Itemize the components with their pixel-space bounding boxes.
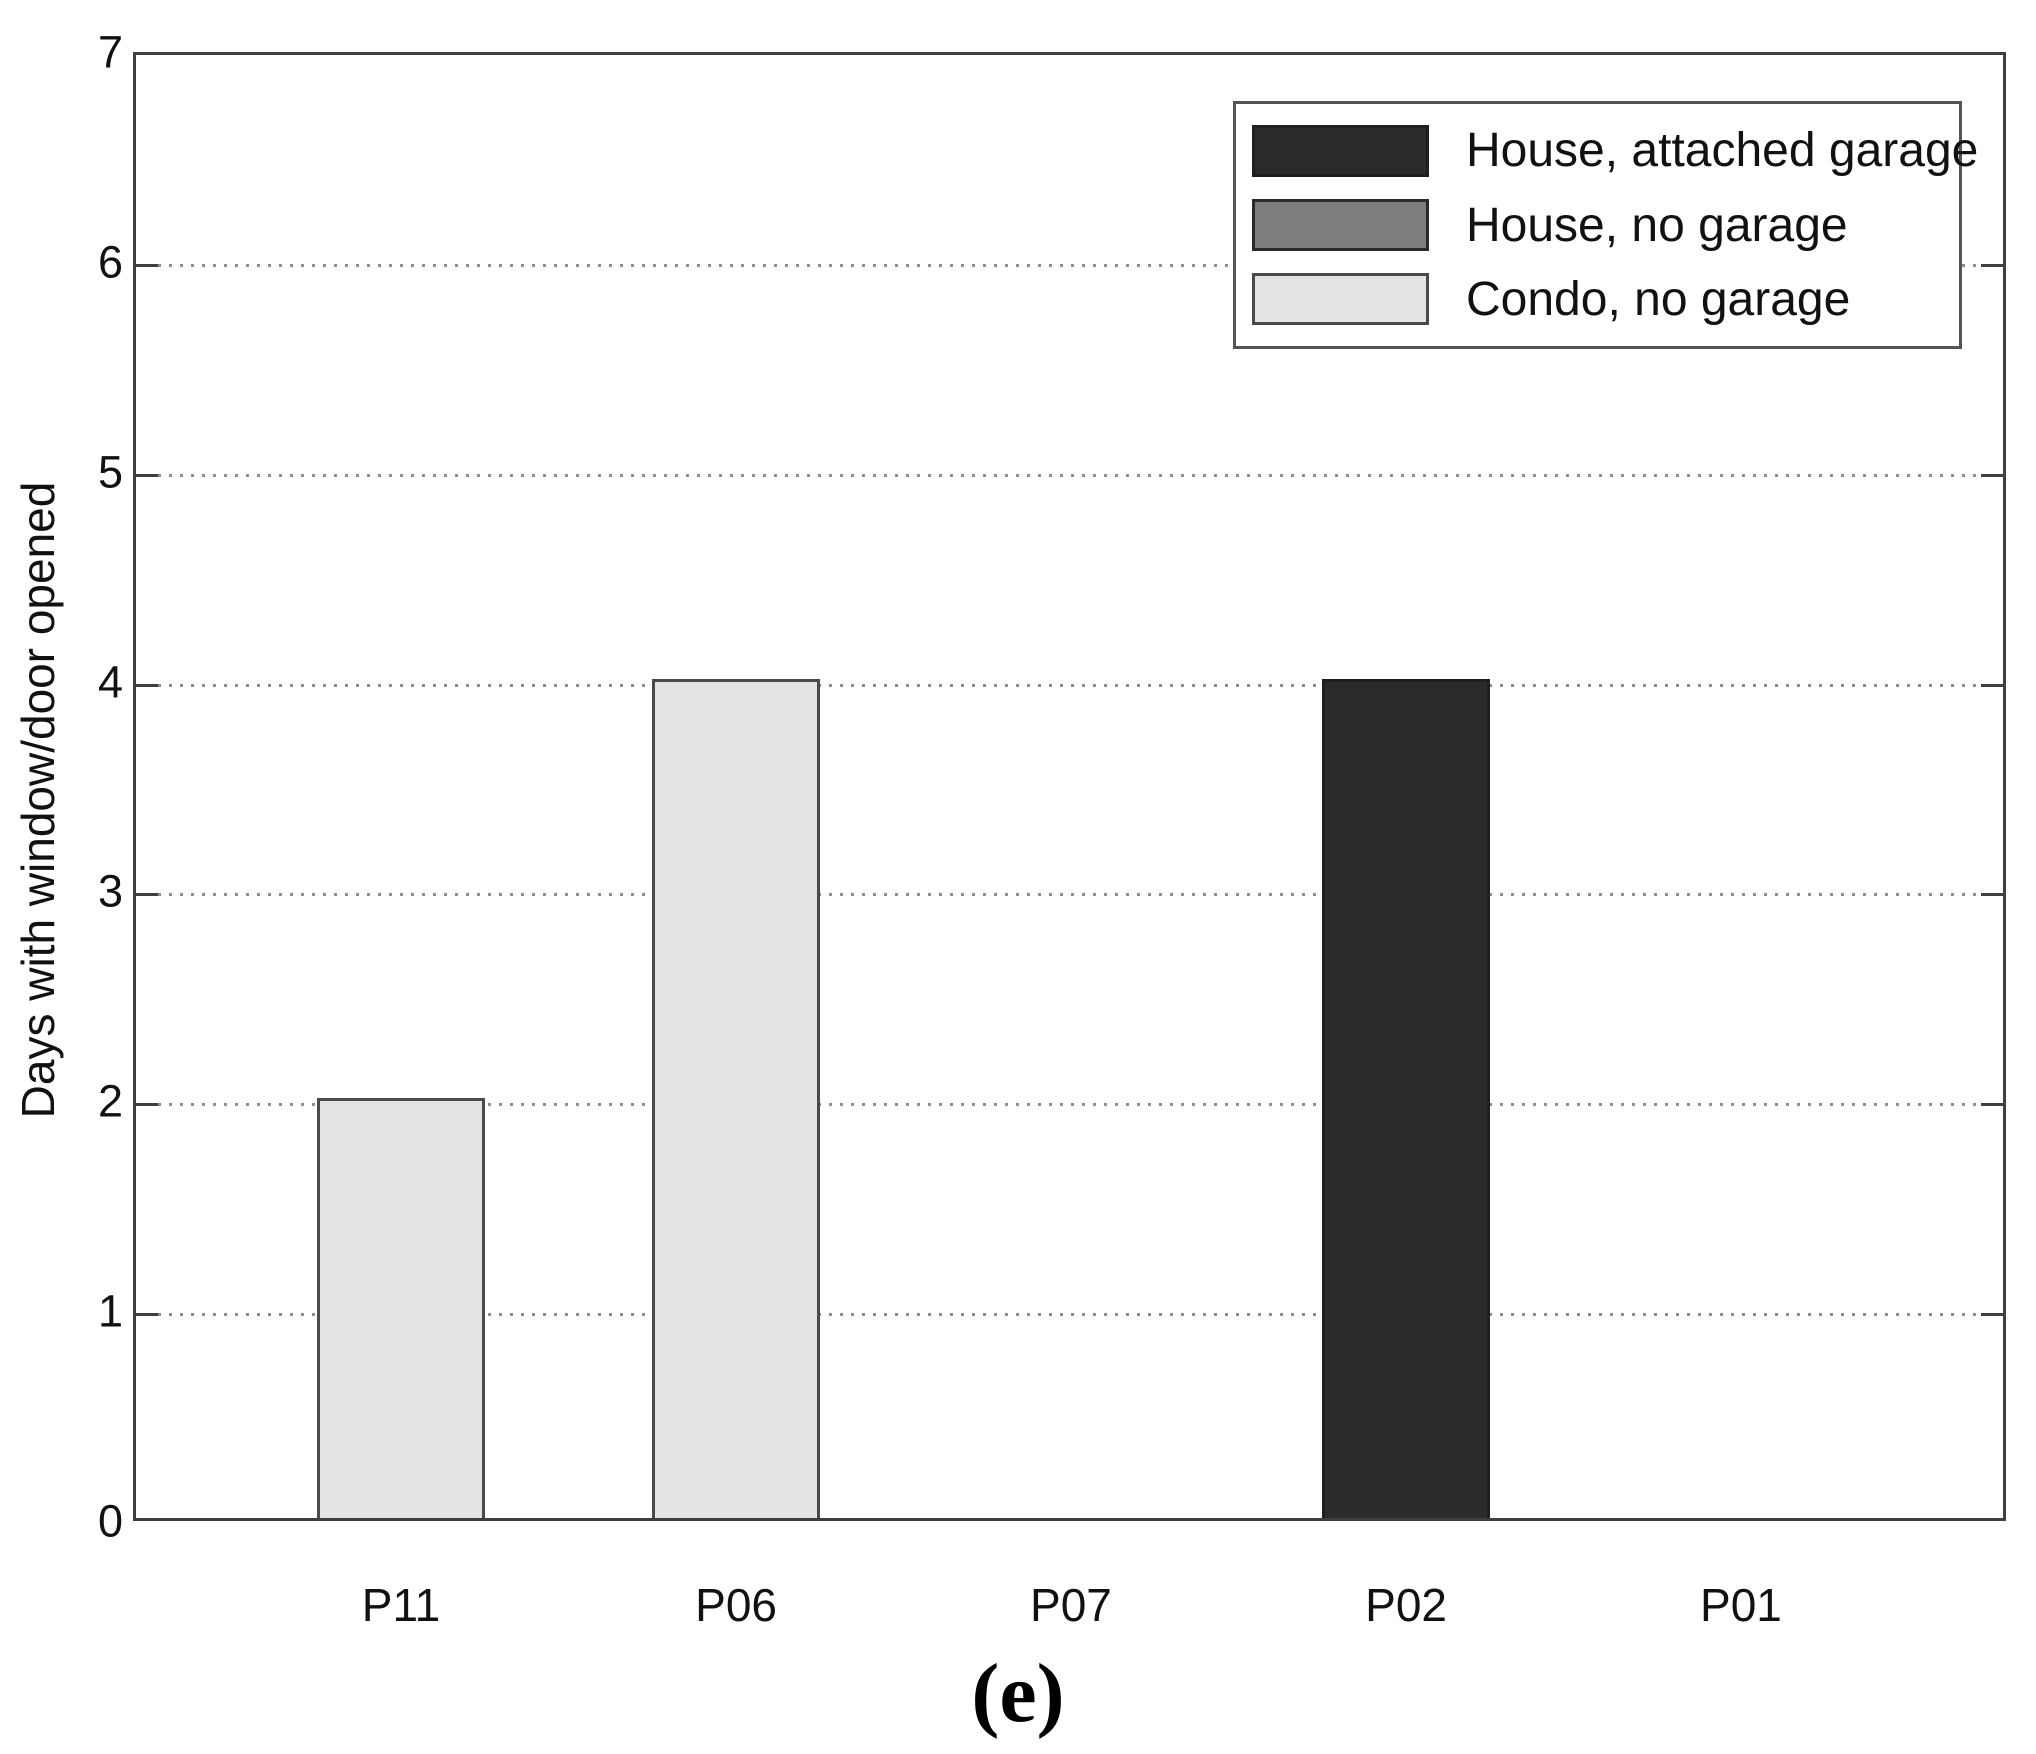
figure-caption: (e) <box>971 1647 1065 1740</box>
y-tick-mark-left <box>136 893 158 897</box>
legend-entry-1: House, no garage <box>1236 198 1959 253</box>
legend-label: House, attached garage <box>1466 124 1979 178</box>
y-tick-mark-right <box>1981 683 2003 687</box>
y-tick-label-7: 7 <box>97 26 123 78</box>
y-tick-label-4: 4 <box>97 656 123 708</box>
legend-label: House, no garage <box>1466 198 1848 252</box>
legend-entry-0: House, attached garage <box>1236 123 1978 178</box>
x-tick-label-P02: P02 <box>1365 1579 1447 1631</box>
x-tick-label-P07: P07 <box>1030 1579 1112 1631</box>
y-axis-label: Days with window/door opened <box>12 481 64 1119</box>
legend-swatch-icon <box>1252 273 1429 326</box>
legend-swatch-icon <box>1252 199 1429 251</box>
x-tick-label-P01: P01 <box>1700 1579 1782 1631</box>
x-tick-label-P06: P06 <box>695 1579 778 1631</box>
y-tick-mark-left <box>136 683 158 687</box>
y-tick-mark-right <box>1981 893 2003 897</box>
y-tick-mark-right <box>1981 1103 2003 1107</box>
gridline-y-5 <box>136 473 2003 477</box>
legend-label: Condo, no garage <box>1466 272 1851 326</box>
y-tick-mark-right <box>1981 1313 2003 1317</box>
y-tick-label-2: 2 <box>97 1075 123 1127</box>
y-tick-mark-left <box>136 1103 158 1107</box>
gridline-y-6 <box>136 263 2003 267</box>
legend: House, attached garage House, no garage Co… <box>1233 101 1978 349</box>
plot-area: House, attached garage House, no garage Co… <box>133 52 2006 1521</box>
gridline-y-4 <box>136 683 2003 687</box>
bar-P02 <box>1322 679 1491 1518</box>
y-tick-label-1: 1 <box>97 1285 123 1337</box>
bar-P11 <box>317 1098 486 1518</box>
gridline-y-1 <box>136 1313 2003 1317</box>
bar-P06 <box>652 679 821 1518</box>
legend-entry-2: Condo, no garage <box>1236 272 1959 327</box>
x-tick-label-P11: P11 <box>361 1579 441 1631</box>
y-tick-label-0: 0 <box>97 1495 123 1547</box>
y-tick-label-3: 3 <box>97 865 123 917</box>
y-tick-label-6: 6 <box>97 236 123 288</box>
gridline-y-2 <box>136 1103 2003 1107</box>
y-tick-mark-left <box>136 263 158 267</box>
y-tick-label-5: 5 <box>97 446 123 498</box>
y-tick-mark-right <box>1981 263 2003 267</box>
gridline-y-3 <box>136 893 2003 897</box>
y-tick-mark-right <box>1981 473 2003 477</box>
y-tick-mark-left <box>136 473 158 477</box>
legend-swatch-icon <box>1252 124 1429 177</box>
y-tick-mark-left <box>136 1313 158 1317</box>
